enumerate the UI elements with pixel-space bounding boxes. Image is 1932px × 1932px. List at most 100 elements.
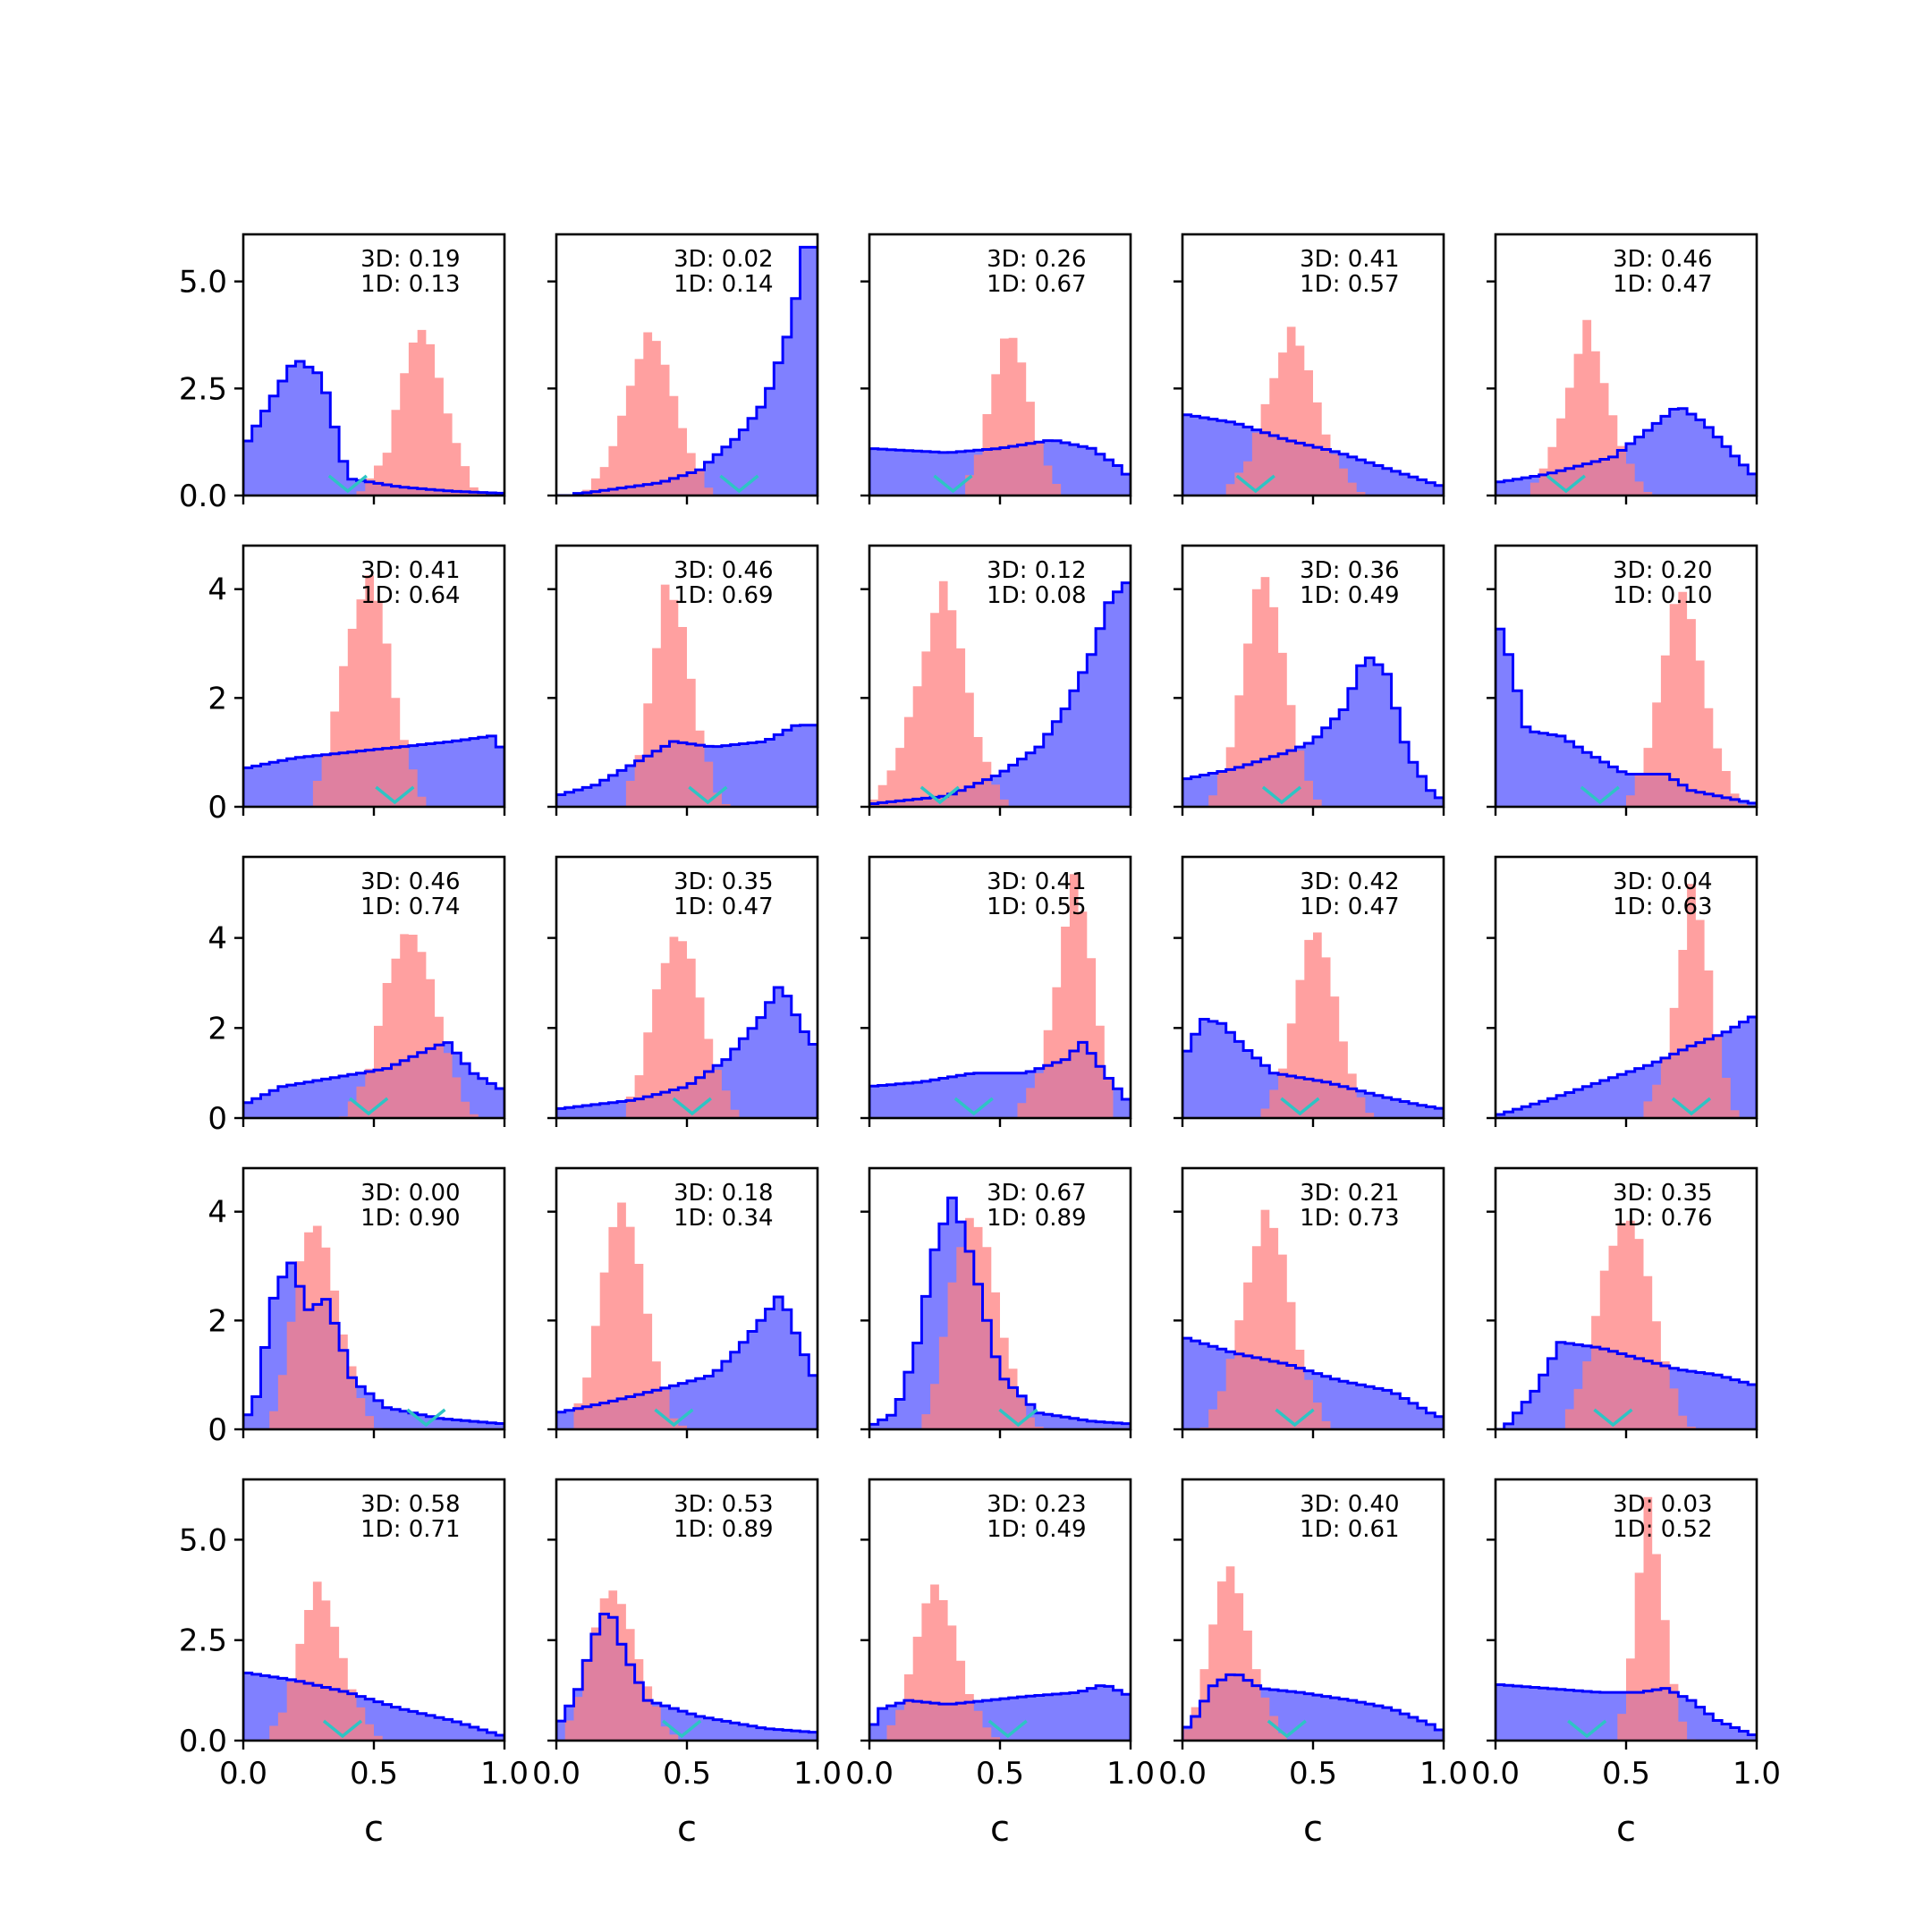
y-tick-label: 0 [208,1101,227,1137]
score-3d-label: 3D: 0.58 [360,1491,460,1518]
plot-area [556,936,818,1118]
score-1d-label: 1D: 0.61 [1300,1516,1399,1543]
hist-1d-bars [243,575,504,807]
x-tick-label: 0.0 [1158,1756,1207,1792]
hist-3d-outline [243,360,504,496]
hist-1d-bars [869,337,1131,496]
x-axis-label: c [1303,1809,1323,1850]
plot-area [1182,1209,1444,1429]
y-tick-label: 0.0 [179,1724,227,1759]
score-3d-label: 3D: 0.53 [674,1491,773,1518]
score-3d-label: 3D: 0.21 [1300,1180,1399,1207]
hist-1d-bars [556,332,818,496]
x-tick-label: 0.0 [1471,1756,1520,1792]
y-tick-label: 4 [208,572,227,608]
score-1d-label: 1D: 0.64 [360,582,460,609]
hist-3d-outline [243,1671,504,1741]
plot-area [243,934,504,1118]
score-3d-label: 3D: 0.35 [674,869,773,895]
x-tick-label: 0.5 [1289,1756,1337,1792]
marker-icon [1671,1097,1712,1116]
x-tick-label: 1.0 [1733,1756,1781,1792]
x-axis-label: c [364,1809,384,1850]
hist-3d-outline [1182,1673,1444,1741]
x-tick-label: 0.5 [663,1756,711,1792]
marker-icon [672,1097,712,1116]
hist-3d-fill [556,987,818,1118]
y-tick-label: 0.0 [179,479,227,514]
marker-icon [987,1719,1028,1739]
hist-1d-bars [869,580,1131,807]
score-1d-label: 1D: 0.47 [1300,894,1399,920]
plot-area [243,1581,504,1741]
y-tick-label: 2 [208,1303,227,1339]
hist-3d-fill [556,247,818,496]
marker-icon [654,1408,694,1428]
hist-1d-bars [869,1584,1131,1741]
score-3d-label: 3D: 0.18 [674,1180,773,1207]
score-1d-label: 1D: 0.13 [360,271,460,298]
score-3d-label: 3D: 0.00 [360,1180,460,1207]
y-tick-label: 4 [208,921,227,957]
x-tick-label: 1.0 [480,1756,529,1792]
x-tick-label: 0.0 [219,1756,267,1792]
marker-icon [1235,474,1275,494]
hist-3d-outline [556,245,818,496]
hist-3d-outline [1496,1341,1757,1429]
hist-3d-fill [1182,1019,1444,1118]
hist-3d-fill [1496,629,1757,807]
hist-3d-outline [1496,407,1757,496]
hist-3d-outline [556,724,818,807]
hist-3d-outline [243,734,504,807]
score-3d-label: 3D: 0.20 [1613,557,1712,584]
score-1d-label: 1D: 0.08 [987,582,1086,609]
score-1d-label: 1D: 0.55 [987,894,1086,920]
hist-3d-outline [869,1040,1131,1118]
y-tick-label: 5.0 [179,1522,227,1558]
plot-area [1496,591,1757,807]
score-1d-label: 1D: 0.10 [1613,582,1712,609]
score-3d-label: 3D: 0.40 [1300,1491,1399,1518]
x-tick-label: 1.0 [793,1756,842,1792]
score-3d-label: 3D: 0.26 [987,246,1086,273]
plot-area [869,1196,1131,1429]
x-tick-label: 0.0 [532,1756,580,1792]
plot-area [556,584,818,807]
plot-area [556,245,818,496]
score-3d-label: 3D: 0.35 [1613,1180,1712,1207]
plot-area [1496,319,1757,496]
marker-icon [375,785,415,805]
score-1d-label: 1D: 0.34 [674,1205,773,1232]
hist-3d-outline [243,1041,504,1118]
y-tick-label: 0 [208,790,227,826]
hist-1d-bars [556,936,818,1118]
score-3d-label: 3D: 0.03 [1613,1491,1712,1518]
score-3d-label: 3D: 0.41 [987,869,1086,895]
score-3d-label: 3D: 0.19 [360,246,460,273]
marker-icon [349,1097,389,1116]
score-3d-label: 3D: 0.04 [1613,869,1712,895]
score-3d-label: 3D: 0.46 [674,557,773,584]
x-tick-label: 0.0 [845,1756,894,1792]
hist-3d-fill [869,582,1131,807]
y-tick-label: 0 [208,1412,227,1448]
x-tick-label: 0.5 [1602,1756,1650,1792]
marker-icon [1275,1408,1315,1428]
score-3d-label: 3D: 0.02 [674,246,773,273]
hist-1d-bars [1182,1566,1444,1741]
score-1d-label: 1D: 0.76 [1613,1205,1712,1232]
score-1d-label: 1D: 0.52 [1613,1516,1712,1543]
x-tick-label: 0.5 [976,1756,1024,1792]
marker-icon [1546,474,1586,494]
